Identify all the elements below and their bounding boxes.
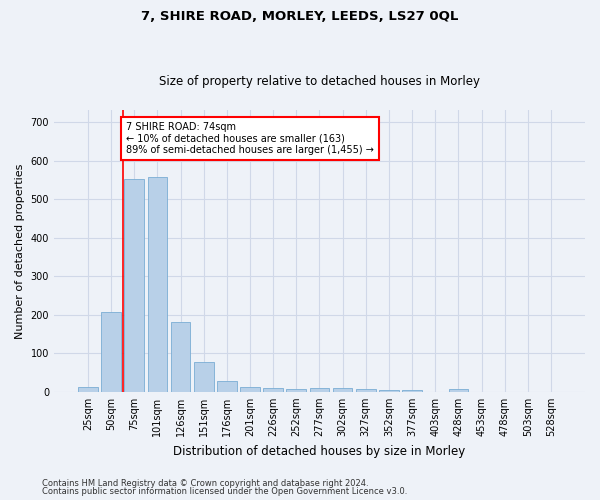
X-axis label: Distribution of detached houses by size in Morley: Distribution of detached houses by size …	[173, 444, 466, 458]
Bar	[310, 388, 329, 392]
Bar	[124, 178, 144, 392]
Bar	[379, 390, 399, 392]
Bar	[194, 362, 214, 392]
Bar	[263, 388, 283, 392]
Text: 7, SHIRE ROAD, MORLEY, LEEDS, LS27 0QL: 7, SHIRE ROAD, MORLEY, LEEDS, LS27 0QL	[142, 10, 458, 23]
Title: Size of property relative to detached houses in Morley: Size of property relative to detached ho…	[159, 76, 480, 88]
Bar	[333, 388, 352, 392]
Bar	[101, 312, 121, 392]
Bar	[356, 390, 376, 392]
Bar	[240, 387, 260, 392]
Bar	[402, 390, 422, 392]
Bar	[148, 177, 167, 392]
Text: 7 SHIRE ROAD: 74sqm
← 10% of detached houses are smaller (163)
89% of semi-detac: 7 SHIRE ROAD: 74sqm ← 10% of detached ho…	[126, 122, 374, 156]
Bar	[170, 322, 190, 392]
Bar	[217, 380, 236, 392]
Bar	[78, 387, 98, 392]
Text: Contains HM Land Registry data © Crown copyright and database right 2024.: Contains HM Land Registry data © Crown c…	[42, 478, 368, 488]
Text: Contains public sector information licensed under the Open Government Licence v3: Contains public sector information licen…	[42, 487, 407, 496]
Y-axis label: Number of detached properties: Number of detached properties	[15, 164, 25, 339]
Bar	[286, 388, 306, 392]
Bar	[449, 390, 468, 392]
